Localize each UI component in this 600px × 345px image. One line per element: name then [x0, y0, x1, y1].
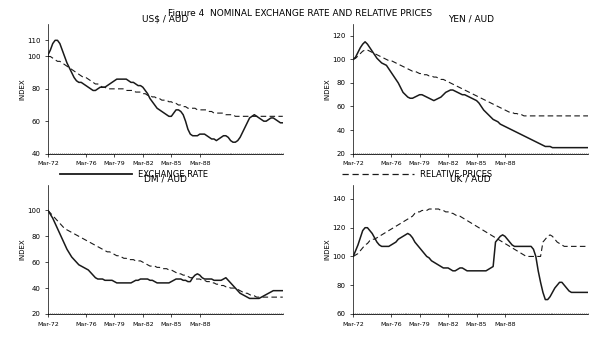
- Text: EXCHANGE RATE: EXCHANGE RATE: [138, 170, 208, 179]
- Text: Figure 4  NOMINAL EXCHANGE RATE AND RELATIVE PRICES: Figure 4 NOMINAL EXCHANGE RATE AND RELAT…: [168, 9, 432, 18]
- Title: YEN / AUD: YEN / AUD: [448, 14, 494, 23]
- Title: UK / AUD: UK / AUD: [450, 175, 491, 184]
- Title: US$ / AUD: US$ / AUD: [142, 14, 188, 23]
- Y-axis label: INDEX: INDEX: [19, 78, 25, 100]
- Y-axis label: INDEX: INDEX: [19, 238, 25, 260]
- Title: DM / AUD: DM / AUD: [144, 175, 187, 184]
- Y-axis label: INDEX: INDEX: [325, 238, 331, 260]
- Text: RELATIVE PRICES: RELATIVE PRICES: [420, 170, 492, 179]
- Y-axis label: INDEX: INDEX: [325, 78, 331, 100]
